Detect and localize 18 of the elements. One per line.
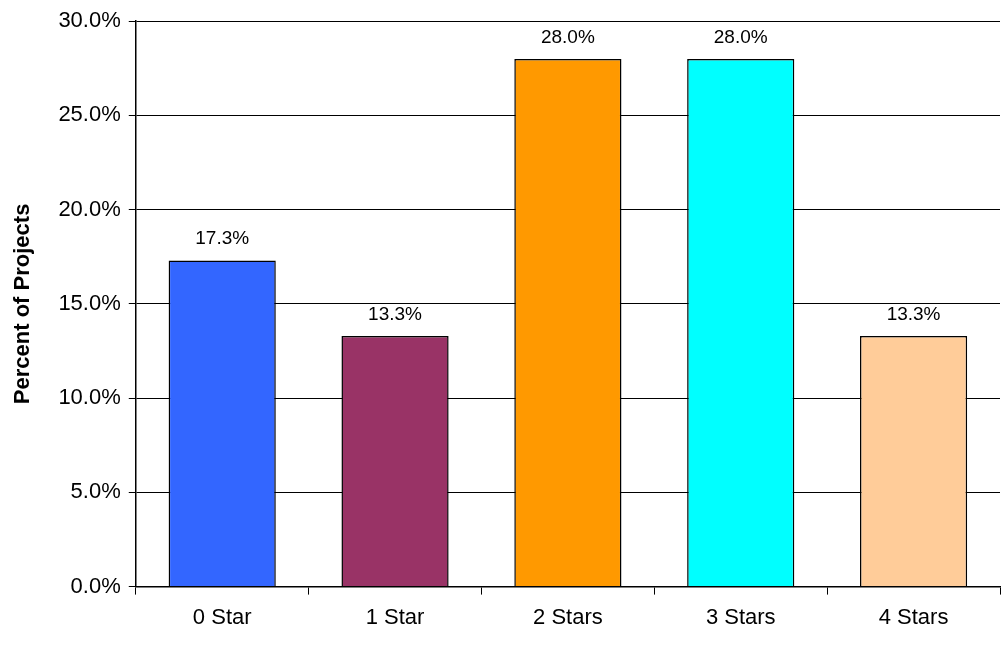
x-tick-label: 3 Stars: [705, 603, 776, 629]
y-tick-label: 0.0%: [70, 572, 121, 598]
y-tick-label: 20.0%: [58, 195, 121, 221]
data-label: 13.3%: [886, 302, 941, 324]
x-tick-label: 4 Stars: [878, 603, 949, 629]
y-tick-label: 5.0%: [70, 478, 121, 504]
y-tick-label: 25.0%: [58, 101, 121, 127]
x-tick-label: 0 Star: [192, 603, 252, 629]
x-tick-label: 2 Stars: [533, 603, 603, 629]
y-axis-title: Percent of Projects: [9, 203, 35, 405]
x-tick-label: 1 Star: [365, 603, 425, 629]
data-label: 28.0%: [713, 25, 768, 47]
y-tick-label: 30.0%: [58, 7, 121, 33]
data-label: 28.0%: [540, 25, 595, 47]
y-tick-label: 15.0%: [58, 289, 121, 315]
data-label: 13.3%: [368, 302, 423, 324]
y-tick-label: 10.0%: [58, 384, 121, 410]
data-label: 17.3%: [195, 227, 250, 249]
